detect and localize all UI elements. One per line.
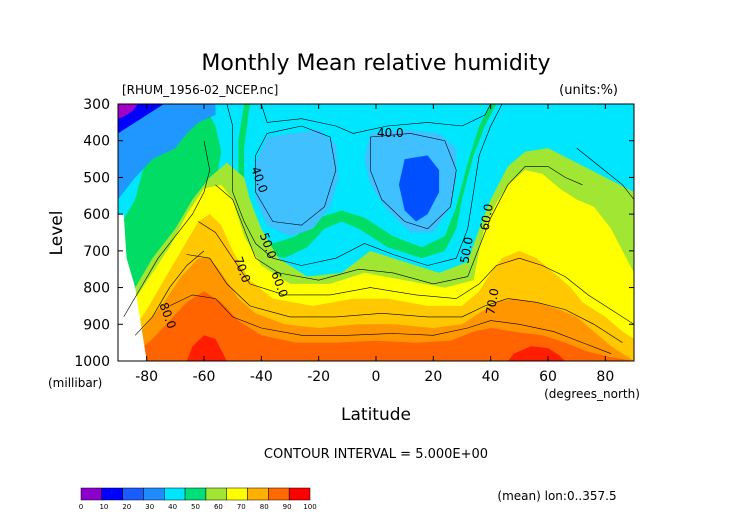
y-axis-ticks: 300 400 500 600 700 800 900 1000 xyxy=(74,97,634,370)
contour-label: 40.0 xyxy=(377,126,404,140)
fill-red-bottom-right xyxy=(507,346,566,361)
y-axis-label: Level xyxy=(47,211,67,256)
x-tick-label: -80 xyxy=(135,369,158,385)
x-tick-label: 0 xyxy=(372,369,381,385)
contour-line xyxy=(370,133,457,230)
y-tick-label: 400 xyxy=(83,134,110,150)
color-bar-label: 20 xyxy=(122,503,131,511)
x-tick-label: -40 xyxy=(250,369,273,385)
contour-lines xyxy=(123,104,634,354)
color-bar-swatch xyxy=(247,487,269,501)
y-tick-label: 900 xyxy=(83,317,110,333)
color-bar-label: 80 xyxy=(260,503,269,511)
x-axis-units: (degrees_north) xyxy=(544,387,640,401)
x-tick-label: 20 xyxy=(424,369,442,385)
color-bar-swatch xyxy=(80,487,103,501)
contour-interval-text: CONTOUR INTERVAL = 5.000E+00 xyxy=(264,447,488,462)
x-tick-label: 80 xyxy=(596,369,614,385)
color-bar-swatch xyxy=(101,487,123,501)
x-tick-label: 60 xyxy=(539,369,557,385)
contour-fills xyxy=(118,104,634,361)
contour-labels: 40.040.050.060.070.080.050.060.070.0 xyxy=(156,126,501,330)
fill-lightblue-topleft xyxy=(118,104,216,200)
color-bar-swatch xyxy=(184,487,207,501)
chart-title: Monthly Mean relative humidity xyxy=(201,51,550,76)
color-bar-label: 60 xyxy=(214,503,223,511)
color-bar-label: 100 xyxy=(303,503,316,511)
fill-lightblue-left-cell xyxy=(255,129,339,237)
contour-line xyxy=(198,221,634,325)
contour-plot-area: 40.040.050.060.070.080.050.060.070.0 xyxy=(118,104,634,361)
color-bar-label: 0 xyxy=(79,503,83,511)
contour-line xyxy=(186,254,623,343)
y-tick-label: 500 xyxy=(83,170,110,186)
y-tick-label: 800 xyxy=(83,281,110,297)
color-bar-swatch xyxy=(164,487,186,501)
fill-white-left-edge xyxy=(118,214,147,361)
y-tick-label: 300 xyxy=(83,97,110,113)
footnote-text: (mean) lon:0..357.5 xyxy=(497,489,616,503)
x-tick-label: -20 xyxy=(307,369,330,385)
contour-label: 60.0 xyxy=(478,203,496,232)
color-bar-label: 50 xyxy=(191,503,200,511)
color-bar-swatch xyxy=(122,487,144,501)
contour-line xyxy=(215,166,583,285)
contour-line xyxy=(134,250,205,336)
fill-darkorange-bottom xyxy=(118,291,634,361)
x-tick-label: 40 xyxy=(482,369,500,385)
color-bar-swatch xyxy=(143,487,165,501)
contour-line xyxy=(226,104,503,266)
y-tick-label: 600 xyxy=(83,207,110,223)
units-label: (units:%) xyxy=(559,83,618,98)
color-bar-label: 40 xyxy=(168,503,177,511)
contour-line xyxy=(169,294,612,354)
color-bar-swatch xyxy=(226,487,248,501)
color-bar-swatch xyxy=(205,487,227,501)
y-tick-label: 1000 xyxy=(74,354,110,370)
x-axis-label: Latitude xyxy=(341,405,411,425)
fill-cyan-topright xyxy=(533,104,634,185)
source-file-label: [RHUM_1956-02_NCEP.nc] xyxy=(122,83,278,97)
fill-red-bottom-left xyxy=(186,335,227,361)
color-bar: 0 10 20 30 40 50 60 70 80 90 100 xyxy=(79,487,317,511)
color-bar-swatch xyxy=(268,487,290,501)
contour-label: 50.0 xyxy=(457,236,475,265)
x-tick-label: -60 xyxy=(193,369,216,385)
contour-line xyxy=(255,125,337,226)
color-bar-swatch xyxy=(288,487,311,501)
fill-violet-corner xyxy=(118,104,139,119)
y-axis-units: (millibar) xyxy=(48,376,102,390)
y-tick-label: 700 xyxy=(83,244,110,260)
x-axis-ticks: -80 -60 -40 -20 0 20 40 60 80 xyxy=(135,104,614,385)
contour-line xyxy=(123,140,211,318)
color-bar-label: 70 xyxy=(237,503,246,511)
contour-line xyxy=(261,104,491,134)
fill-blue-right-cell xyxy=(398,155,440,222)
fill-green-upper-left xyxy=(118,104,222,325)
color-bar-label: 10 xyxy=(99,503,108,511)
contour-label: 70.0 xyxy=(483,287,501,316)
contour-line xyxy=(576,147,634,200)
color-bar-label: 30 xyxy=(145,503,154,511)
color-bar-label: 90 xyxy=(283,503,292,511)
